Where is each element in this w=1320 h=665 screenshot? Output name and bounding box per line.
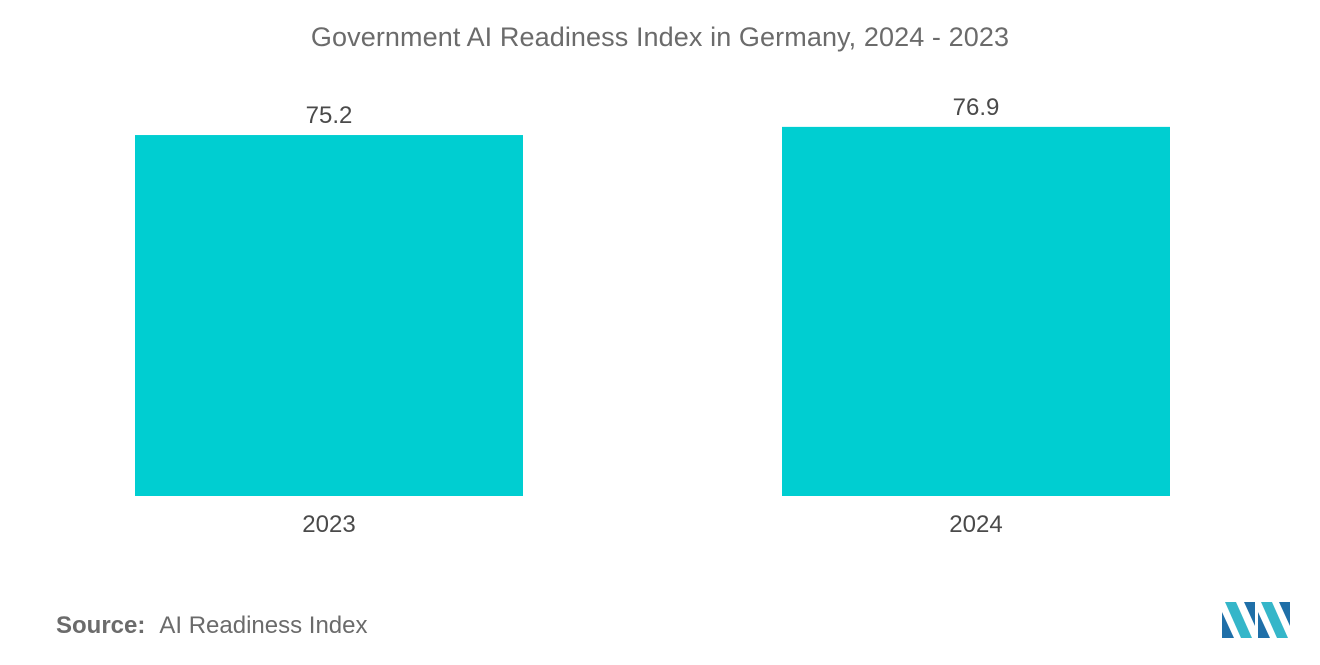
value-label-2024: 76.9 [953,94,1000,121]
source-text: AI Readiness Index [159,612,368,639]
value-label-2023: 75.2 [306,102,353,129]
category-label-2024: 2024 [949,511,1002,538]
source-label: Source: [56,612,146,639]
category-label-2023: 2023 [302,511,355,538]
chart-title: Government AI Readiness Index in Germany… [310,22,1010,52]
bar-2024 [782,126,1170,496]
bar-2023 [135,135,523,497]
bar-chart: 75.2 2023 76.9 2024 [135,94,1170,538]
source-note: Source: AI Readiness Index [56,612,367,640]
mordor-intelligence-logo-icon [1222,602,1290,638]
